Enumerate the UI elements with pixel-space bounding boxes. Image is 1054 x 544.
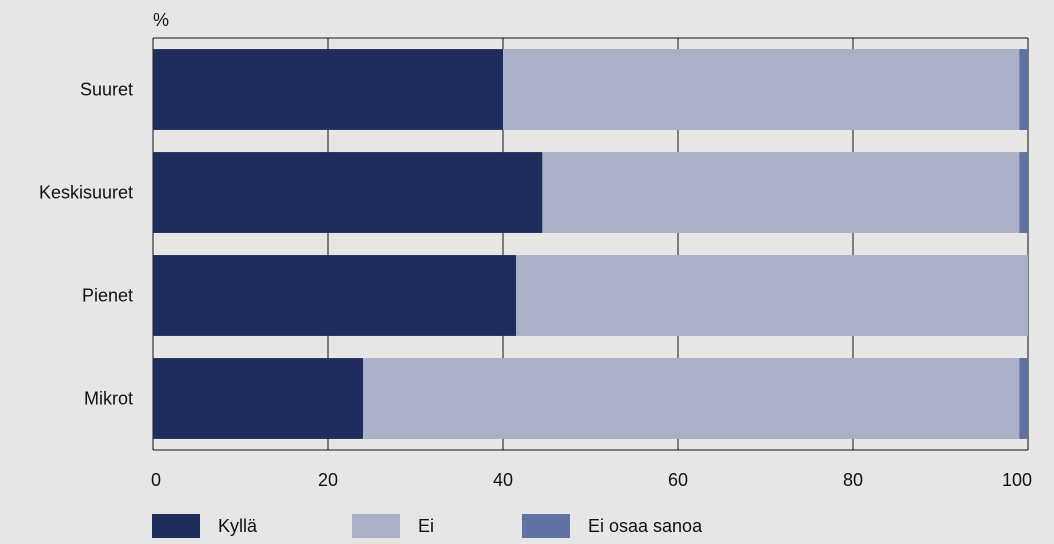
bar-pienet-kylla — [153, 255, 517, 336]
legend-item-kylla: Kyllä — [152, 514, 352, 538]
legend-label-ei-osaa-sanoa: Ei osaa sanoa — [588, 515, 703, 536]
legend-label-kylla: Kyllä — [218, 515, 258, 536]
category-label-pienet: Pienet — [82, 286, 133, 306]
y-unit-label: % — [153, 10, 169, 30]
bar-keskisuuret-kylla — [153, 152, 543, 233]
x-tick-label-60: 60 — [668, 470, 688, 490]
category-label-mikrot: Mikrot — [84, 389, 133, 409]
legend-item-ei-osaa-sanoa: Ei osaa sanoa — [522, 514, 702, 538]
legend: Kyllä Ei Ei osaa sanoa — [152, 514, 702, 538]
category-labels: Suuret Keskisuuret Pienet Mikrot — [39, 80, 133, 409]
bar-keskisuuret-ei-osaa-sanoa — [1019, 152, 1028, 233]
legend-swatch-ei-osaa-sanoa — [522, 514, 570, 538]
x-tick-labels: 0 20 40 60 80 100 — [151, 470, 1032, 490]
bar-mikrot-ei-osaa-sanoa — [1019, 358, 1028, 439]
category-label-suuret: Suuret — [80, 80, 133, 100]
x-tick-label-40: 40 — [493, 470, 513, 490]
legend-swatch-ei — [352, 514, 400, 538]
x-tick-label-20: 20 — [318, 470, 338, 490]
bar-suuret-kylla — [153, 49, 503, 130]
bar-suuret-ei-osaa-sanoa — [1019, 49, 1028, 130]
legend-label-ei: Ei — [418, 515, 435, 536]
bar-suuret-ei — [503, 49, 1020, 130]
x-tick-label-100: 100 — [1002, 470, 1032, 490]
category-label-keskisuuret: Keskisuuret — [39, 183, 133, 203]
legend-swatch-kylla — [152, 514, 200, 538]
bar-mikrot-ei — [363, 358, 1020, 439]
bar-mikrot-kylla — [153, 358, 363, 439]
bars — [153, 49, 1028, 439]
x-tick-label-80: 80 — [843, 470, 863, 490]
bar-pienet-ei — [516, 255, 1028, 336]
x-tick-label-0: 0 — [151, 470, 161, 490]
legend-item-ei: Ei — [352, 514, 522, 538]
bar-keskisuuret-ei — [542, 152, 1020, 233]
